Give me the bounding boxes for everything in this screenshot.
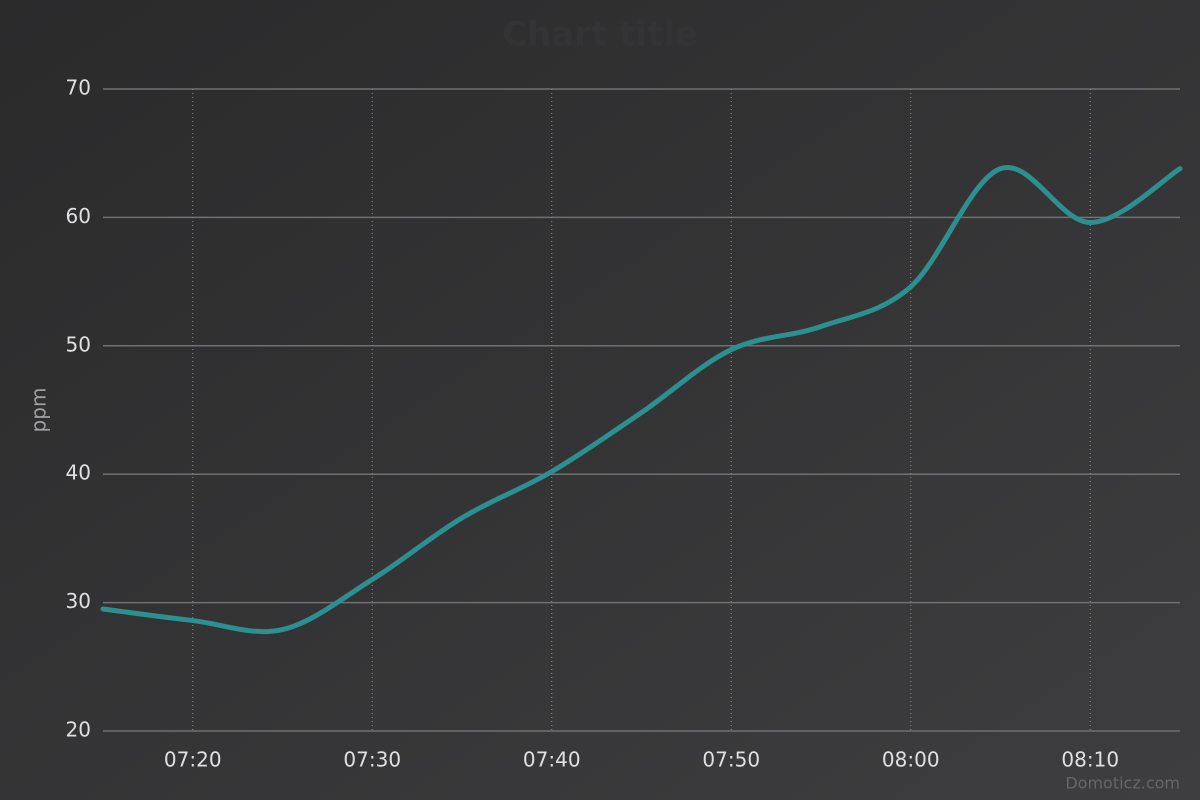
- y-axis-label: ppm: [27, 388, 51, 433]
- y-tick-label: 70: [66, 76, 91, 100]
- y-tick-label: 30: [66, 589, 91, 613]
- x-tick-label: 08:10: [1061, 748, 1119, 772]
- y-tick-label: 40: [66, 461, 91, 485]
- y-tick-label: 50: [66, 332, 91, 356]
- x-tick-label: 07:30: [343, 748, 401, 772]
- x-tick-label: 07:50: [702, 748, 760, 772]
- x-tick-label: 07:40: [523, 748, 581, 772]
- x-tick-label: 07:20: [164, 748, 222, 772]
- chart-title: Chart title: [502, 15, 698, 55]
- credits[interactable]: Domoticz.com: [1065, 774, 1180, 793]
- y-tick-label: 20: [66, 718, 91, 742]
- data-line: [100, 164, 1183, 635]
- y-tick-label: 60: [66, 204, 91, 228]
- x-tick-label: 08:00: [882, 748, 940, 772]
